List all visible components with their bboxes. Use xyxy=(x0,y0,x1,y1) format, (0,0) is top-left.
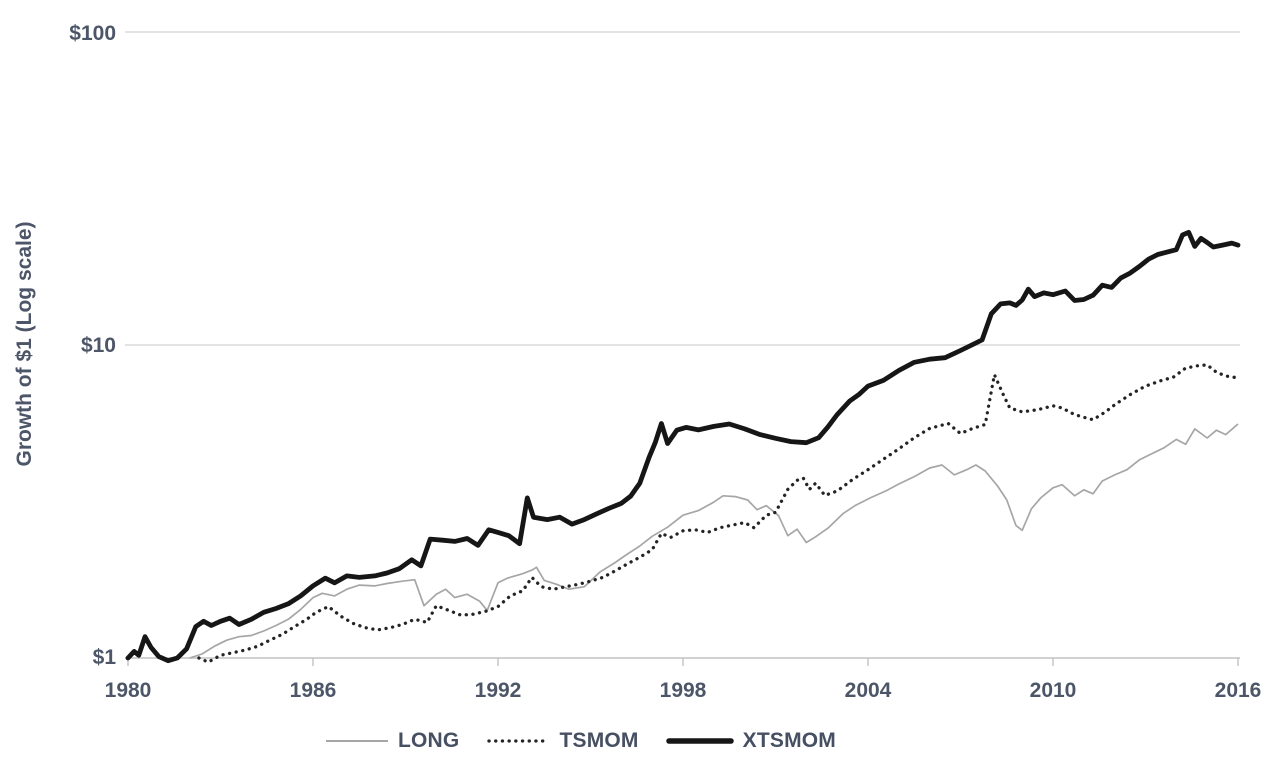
legend-label-long: LONG xyxy=(398,729,460,752)
x-tick-label-1992: 1992 xyxy=(475,679,522,702)
x-tick-label-2010: 2010 xyxy=(1030,679,1077,702)
series-line-long xyxy=(189,423,1239,659)
x-tick-label-1980: 1980 xyxy=(105,679,152,702)
x-tick-label-1998: 1998 xyxy=(660,679,707,702)
x-tick-label-1986: 1986 xyxy=(290,679,337,702)
legend-label-xtsmom: XTSMOM xyxy=(742,729,836,752)
long-line-swatch-icon xyxy=(326,740,388,742)
x-tick-label-2004: 2004 xyxy=(845,679,892,702)
xtsmom-thick-swatch-icon xyxy=(665,738,734,744)
chart-legend: LONG TSMOM XTSMOM xyxy=(0,729,1215,753)
series-line-xtsmom xyxy=(125,229,1241,664)
legend-item-long: LONG xyxy=(325,729,459,753)
y-axis-title: Growth of $1 (Log scale) xyxy=(13,221,36,466)
x-tick-label-2016: 2016 xyxy=(1215,679,1262,702)
y-tick-label-100: $100 xyxy=(69,22,116,45)
series-line-tsmom xyxy=(197,363,1240,664)
legend-item-tsmom: TSMOM xyxy=(486,729,638,753)
legend-item-xtsmom: XTSMOM xyxy=(665,729,836,753)
y-tick-label-1: $1 xyxy=(93,646,117,669)
tsmom-dotted-swatch-icon xyxy=(487,739,551,743)
y-tick-label-10: $10 xyxy=(81,334,116,357)
legend-label-tsmom: TSMOM xyxy=(559,729,639,752)
x-axis-ticks xyxy=(127,658,1239,666)
series-layer xyxy=(125,229,1241,664)
